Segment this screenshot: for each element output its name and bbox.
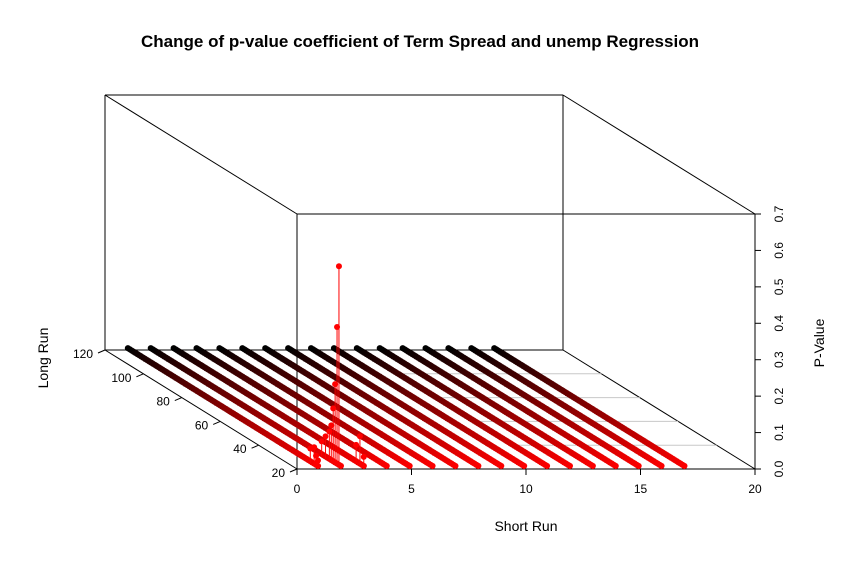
- z-tick-label: 0.0: [772, 460, 786, 477]
- data-point: [468, 345, 475, 352]
- spike-point: [326, 428, 333, 435]
- y-tick-label: 100: [111, 371, 131, 385]
- data-point: [285, 345, 292, 352]
- data-point: [399, 345, 406, 352]
- data-point: [330, 345, 338, 352]
- y-axis-label: Long Run: [35, 328, 51, 389]
- x-axis-label: Short Run: [494, 518, 557, 534]
- data-point: [124, 345, 131, 352]
- y-tick: [251, 444, 259, 449]
- box-edge: [104, 349, 298, 470]
- data-point: [445, 345, 452, 352]
- spike-point: [328, 422, 335, 429]
- x-tick-label: 10: [519, 482, 533, 496]
- data-point: [491, 345, 498, 352]
- spike-point: [318, 438, 325, 445]
- y-tick: [97, 349, 106, 354]
- plot-box: [104, 94, 756, 470]
- spike-point: [335, 263, 342, 270]
- spike-point: [330, 405, 337, 412]
- y-tick: [213, 420, 221, 425]
- box-edge: [104, 94, 298, 215]
- data-point: [170, 345, 177, 352]
- x-tick-label: 5: [408, 482, 415, 496]
- spike-point: [353, 441, 360, 448]
- y-tick-label: 40: [233, 442, 247, 456]
- z-tick-label: 0.5: [772, 278, 786, 295]
- x-tick-label: 20: [748, 482, 762, 496]
- y-tick-label: 120: [73, 347, 93, 361]
- data-point: [353, 345, 360, 352]
- spike-point: [360, 453, 367, 460]
- z-tick-label: 0.4: [772, 315, 786, 332]
- data-point: [193, 345, 200, 352]
- x-tick-label: 15: [634, 482, 648, 496]
- y-tick-label: 60: [195, 418, 209, 432]
- y-tick: [174, 397, 182, 402]
- z-tick-label: 0.6: [772, 242, 786, 259]
- z-tick-label: 0.2: [772, 387, 786, 404]
- y-tick: [136, 373, 144, 378]
- data-point: [422, 345, 429, 352]
- data-point: [262, 345, 269, 352]
- box-edge: [562, 94, 756, 215]
- data-point: [239, 345, 246, 352]
- grid-lines: [395, 373, 717, 446]
- spike-point: [356, 433, 363, 440]
- spike-point: [307, 445, 314, 452]
- data-point: [376, 345, 383, 352]
- y-tick: [289, 468, 298, 473]
- z-tick-label: 0.3: [772, 351, 786, 368]
- spike-point: [332, 381, 339, 388]
- chart-title: Change of p-value coefficient of Term Sp…: [141, 32, 699, 51]
- box-edge: [562, 349, 756, 470]
- spikes: [307, 263, 367, 468]
- y-tick-label: 80: [156, 395, 170, 409]
- data-point: [147, 345, 154, 352]
- y-tick-label: 20: [272, 466, 286, 480]
- spike-point: [334, 324, 341, 331]
- x-tick-label: 0: [294, 482, 301, 496]
- axis-ticks: 0 5 10 15 20 20 40 60 80 100 120 0.0 0.1 0.2 0.3 0.4 0.5…: [73, 205, 786, 496]
- z-axis-label: P-Value: [811, 318, 827, 367]
- data-point: [216, 345, 223, 352]
- z-tick-label: 0.7: [772, 205, 786, 222]
- z-tick-label: 0.1: [772, 424, 786, 441]
- data-points: [124, 345, 688, 470]
- data-point: [308, 345, 315, 352]
- spike-point: [322, 433, 329, 440]
